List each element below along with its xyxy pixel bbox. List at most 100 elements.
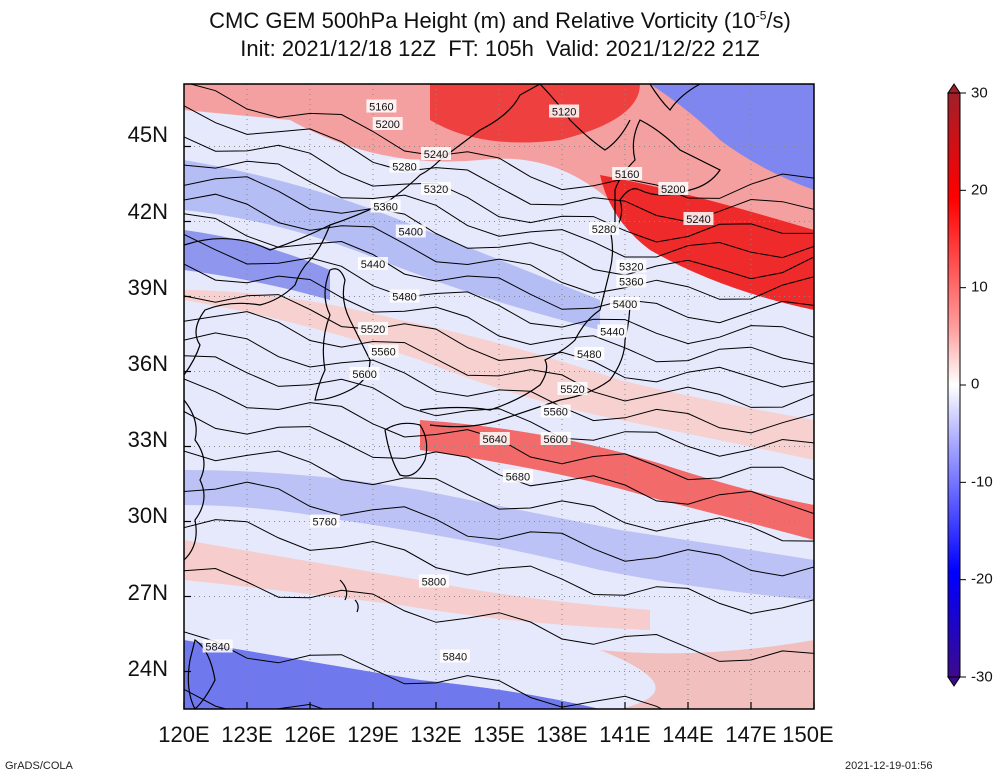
lat-label-36n: 36N — [127, 351, 168, 376]
colorbar-label-0: 0 — [971, 375, 980, 393]
lon-label-150e: 150E — [782, 722, 834, 747]
height-contour-line — [184, 136, 814, 243]
height-contour-line — [184, 481, 814, 577]
colorbar-body — [947, 92, 961, 678]
colorbar-label-10: 10 — [971, 278, 988, 296]
contour-label: 5440 — [361, 259, 385, 271]
contour-label-bg — [658, 182, 689, 195]
contour-label: 5400 — [613, 299, 637, 311]
height-contour-line — [184, 160, 814, 259]
axis-ticks — [183, 145, 815, 709]
lon-label-144e: 144E — [662, 722, 714, 747]
contour-label: 5320 — [424, 184, 448, 196]
colorbar-bottom-arrow — [947, 676, 961, 687]
contour-label-bg — [421, 147, 451, 160]
contour-label: 5360 — [373, 202, 397, 214]
contour-label-bg — [610, 297, 640, 310]
contour-label: 5640 — [483, 434, 507, 446]
colorbar — [947, 83, 966, 687]
contour-label: 5160 — [369, 102, 393, 114]
height-contour-line — [184, 567, 814, 662]
colorbar-label-minus20: -20 — [971, 570, 993, 588]
contour-label-bg — [479, 432, 510, 445]
contour-label-bg — [612, 167, 643, 180]
contour-label-bg — [574, 347, 605, 360]
lat-label-45n: 45N — [127, 122, 168, 147]
contour-label: 5400 — [399, 227, 423, 239]
lon-label-141e: 141E — [599, 722, 651, 747]
lat-label-42n: 42N — [127, 199, 168, 224]
chart-title: CMC GEM 500hPa Height (m) and Relative V… — [0, 8, 1000, 34]
contour-label-bg — [370, 199, 401, 213]
lat-label-27n: 27N — [127, 580, 168, 605]
contour-label-bg — [389, 289, 420, 303]
footer-timestamp: 2021-12-19-01:56 — [845, 760, 933, 772]
vorticity-shading — [184, 84, 814, 709]
colorbar-label-minus10: -10 — [971, 473, 993, 491]
lon-label-123e: 123E — [221, 722, 273, 747]
chart-subtitle: Init: 2021/12/18 12Z FT: 105h Valid: 202… — [240, 36, 760, 61]
gridlines — [184, 84, 814, 709]
contour-label: 5760 — [312, 517, 336, 529]
height-contour-line — [184, 631, 663, 709]
contour-label: 5240 — [424, 149, 448, 161]
height-contour-line — [184, 519, 814, 615]
contour-label-bg — [502, 469, 533, 483]
title-line1-end: /s) — [766, 8, 791, 33]
colorbar-top-arrow — [947, 83, 961, 94]
contour-label-bg — [589, 222, 619, 235]
height-contour-line — [184, 311, 814, 408]
height-contour-line — [184, 450, 814, 542]
contour-label-bg — [202, 639, 233, 653]
lon-label-126e: 126E — [284, 722, 336, 747]
contour-label: 5320 — [619, 262, 643, 274]
contour-label: 5440 — [600, 327, 624, 339]
title-superscript: -5 — [755, 8, 767, 23]
contour-label: 5840 — [205, 642, 229, 654]
height-contour-line — [184, 355, 814, 457]
contour-labels: 5120 5160 5160 5200 5200 5240 5240 5280 5280 5320… — [202, 99, 714, 664]
contour-label: 5800 — [422, 577, 446, 589]
contour-label: 5600 — [352, 369, 376, 381]
lon-label-132e: 132E — [410, 722, 462, 747]
lon-label-129e: 129E — [347, 722, 399, 747]
contour-label: 5240 — [686, 214, 710, 226]
contour-label-bg — [540, 404, 571, 418]
contour-label-bg — [395, 224, 426, 238]
lat-label-24n: 24N — [127, 656, 168, 681]
height-contour-line — [184, 411, 814, 515]
contour-label-bg — [349, 367, 380, 380]
contour-label: 5200 — [375, 119, 399, 131]
contour-label-bg — [557, 382, 588, 395]
contour-label-bg — [358, 322, 388, 335]
contour-label: 5560 — [543, 407, 567, 419]
contour-label-bg — [366, 99, 397, 113]
contour-label-bg — [549, 104, 580, 118]
contour-label-bg — [372, 117, 403, 130]
contour-label-bg — [421, 182, 451, 195]
colorbar-label-minus30: -30 — [971, 668, 993, 686]
colorbar-label-30: 30 — [971, 84, 988, 102]
height-contour-line — [184, 688, 325, 709]
contour-label: 5160 — [615, 169, 639, 181]
footer-source: GrADS/COLA — [5, 760, 73, 772]
lon-label-147e: 147E — [725, 722, 777, 747]
contour-label-bg — [597, 324, 628, 338]
height-contour-line — [184, 234, 814, 345]
height-contour-line — [184, 176, 814, 280]
contour-label: 5520 — [361, 324, 385, 336]
contour-label-bg — [616, 274, 647, 288]
height-contour-line — [188, 84, 814, 199]
coastlines — [184, 84, 721, 709]
contour-label: 5200 — [661, 184, 685, 196]
contour-label-bg — [540, 432, 571, 445]
contour-label-bg — [418, 574, 449, 588]
contour-label-bg — [309, 514, 340, 528]
contour-label: 5280 — [592, 224, 616, 236]
contour-label-bg — [683, 212, 714, 225]
colorbar-label-20: 20 — [971, 181, 988, 199]
contour-label: 5480 — [392, 292, 416, 304]
height-contour-line — [184, 294, 814, 388]
contour-label: 5280 — [392, 162, 416, 174]
